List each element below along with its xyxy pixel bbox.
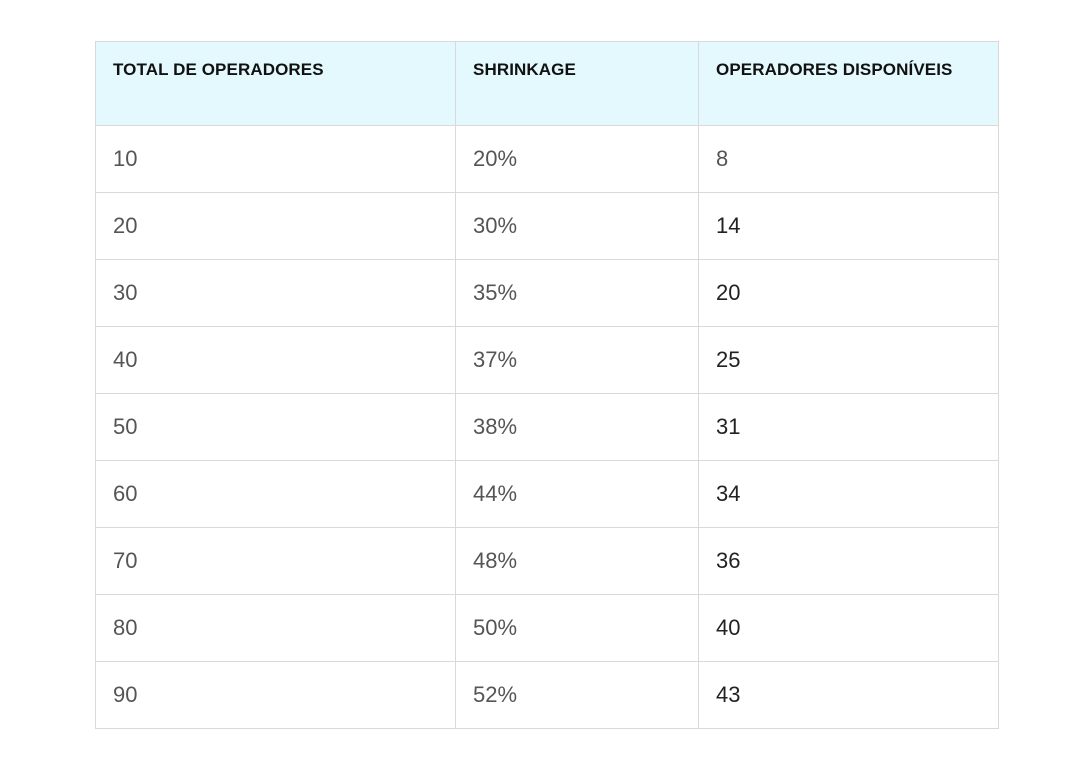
cell-shrinkage: 37% [455,326,699,394]
cell-available-operators: 34 [698,460,999,528]
cell-total-operators: 30 [95,259,456,327]
cell-available-operators: 43 [698,661,999,729]
cell-total-operators: 60 [95,460,456,528]
cell-total-operators: 90 [95,661,456,729]
cell-shrinkage: 52% [455,661,699,729]
cell-available-operators: 31 [698,393,999,461]
cell-total-operators: 20 [95,192,456,260]
table-row: 40 37% 25 [95,326,999,394]
cell-shrinkage: 38% [455,393,699,461]
cell-shrinkage: 30% [455,192,699,260]
header-shrinkage: SHRINKAGE [455,41,699,126]
table-row: 80 50% 40 [95,594,999,662]
operators-table: TOTAL DE OPERADORES SHRINKAGE OPERADORES… [95,41,999,729]
cell-shrinkage: 20% [455,125,699,193]
table-row: 50 38% 31 [95,393,999,461]
cell-shrinkage: 44% [455,460,699,528]
cell-available-operators: 20 [698,259,999,327]
cell-shrinkage: 35% [455,259,699,327]
table-row: 10 20% 8 [95,125,999,193]
cell-available-operators: 25 [698,326,999,394]
table-row: 20 30% 14 [95,192,999,260]
cell-total-operators: 50 [95,393,456,461]
table-row: 90 52% 43 [95,661,999,729]
table-header: TOTAL DE OPERADORES SHRINKAGE OPERADORES… [95,41,999,126]
header-available-operators: OPERADORES DISPONÍVEIS [698,41,999,126]
header-total-operators: TOTAL DE OPERADORES [95,41,456,126]
cell-total-operators: 70 [95,527,456,595]
cell-total-operators: 10 [95,125,456,193]
cell-shrinkage: 48% [455,527,699,595]
header-row: TOTAL DE OPERADORES SHRINKAGE OPERADORES… [95,41,999,126]
table-row: 30 35% 20 [95,259,999,327]
cell-available-operators: 14 [698,192,999,260]
table-row: 60 44% 34 [95,460,999,528]
table-body: 10 20% 8 20 30% 14 30 35% 20 40 37% 25 5… [95,125,999,729]
cell-shrinkage: 50% [455,594,699,662]
operators-table-container: TOTAL DE OPERADORES SHRINKAGE OPERADORES… [95,41,999,729]
cell-available-operators: 8 [698,125,999,193]
cell-total-operators: 80 [95,594,456,662]
cell-available-operators: 40 [698,594,999,662]
table-row: 70 48% 36 [95,527,999,595]
cell-available-operators: 36 [698,527,999,595]
cell-total-operators: 40 [95,326,456,394]
